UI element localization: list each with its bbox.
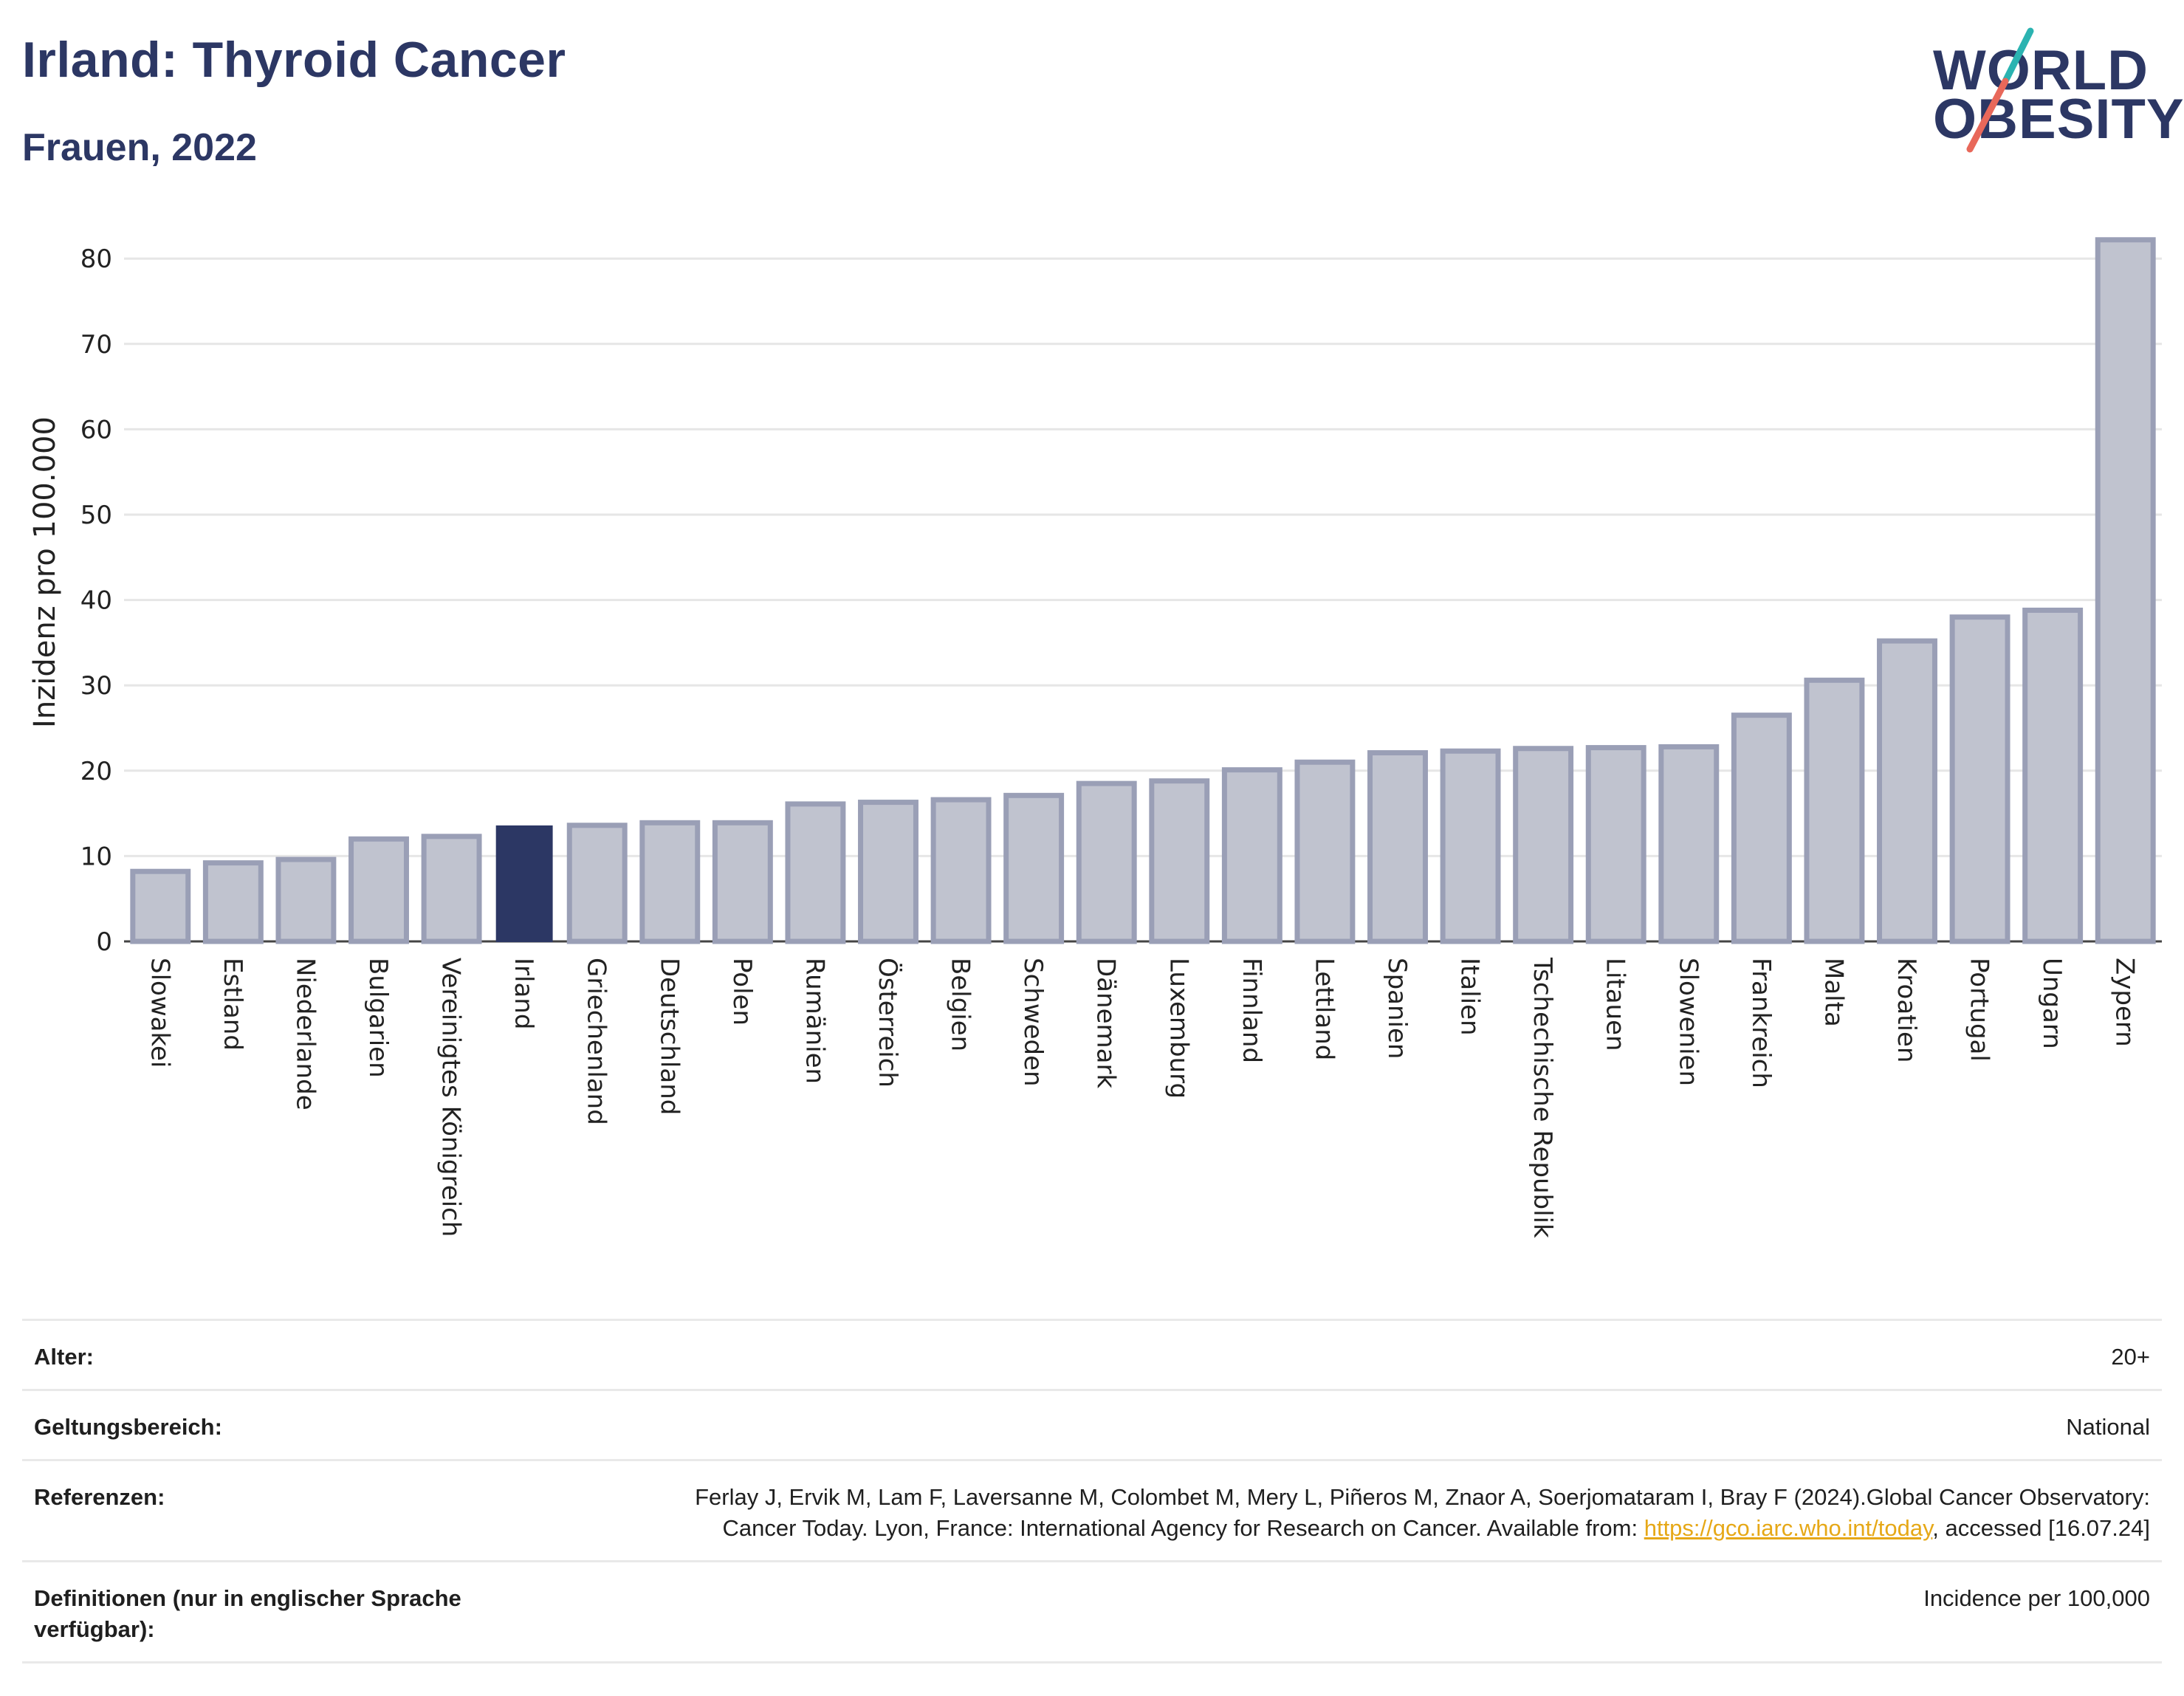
bar-malta <box>1804 677 1865 944</box>
category-label: Vereinigtes Königreich <box>436 958 466 1237</box>
category-label: Tschechische Republik <box>1528 957 1557 1238</box>
category-label: Litauen <box>1601 958 1630 1051</box>
y-tick-label: 30 <box>80 671 112 701</box>
category-label: Rumänien <box>800 958 829 1084</box>
category-labels: Slowakei Estland Niederlande Bulgarien Verei… <box>145 957 2139 1238</box>
bar-schweden <box>1003 792 1065 944</box>
bar-estland <box>202 860 264 944</box>
meta-row-definitions: Definitionen (nur in englischer Sprache … <box>22 1560 2162 1664</box>
bar-polen <box>712 820 773 944</box>
category-label: Irland <box>509 958 538 1029</box>
category-label: Slowakei <box>145 958 174 1068</box>
definitions-label: Definitionen (nur in englischer Sprache … <box>34 1585 461 1642</box>
bar-belgien <box>930 797 992 944</box>
chart-title: Irland: Thyroid Cancer <box>22 32 566 88</box>
references-value: Ferlay J, Ervik M, Lam F, Laversanne M, … <box>629 1482 2150 1544</box>
category-label: Italien <box>1455 958 1485 1036</box>
category-label: Malta <box>1819 958 1848 1027</box>
category-label: Belgien <box>946 958 975 1051</box>
y-tick-label: 40 <box>80 586 112 616</box>
category-label: Slowenien <box>1673 958 1703 1086</box>
meta-row-age: Alter: 20+ <box>22 1319 2162 1389</box>
category-label: Österreich <box>873 958 903 1088</box>
bar-spanien <box>1367 750 1428 944</box>
scope-label: Geltungsbereich: <box>34 1414 222 1440</box>
bar-griechenland <box>566 823 628 944</box>
category-label: Polen <box>727 958 757 1026</box>
bar-vereinigtes-königreich <box>421 834 482 944</box>
world-obesity-logo[interactable]: WORLD OBESITY <box>1920 22 2184 155</box>
definitions-value: Incidence per 100,000 <box>1923 1585 2150 1611</box>
bar-chart: Slowakei Estland Niederlande Bulgarien Verei… <box>28 237 2162 1238</box>
gridlines <box>124 257 2162 943</box>
category-label: Luxemburg <box>1164 958 1193 1099</box>
bar-tschechische-republik <box>1513 746 1574 944</box>
y-axis-title: Inzidenz pro 100.000 <box>28 416 62 728</box>
category-label: Kroatien <box>1892 958 1921 1062</box>
bar-dänemark <box>1076 780 1137 944</box>
chart-subtitle: Frauen, 2022 <box>22 126 257 169</box>
y-tick-label: 80 <box>80 244 112 274</box>
bar-österreich <box>858 800 918 944</box>
y-tick-label: 70 <box>80 330 112 360</box>
bar-lettland <box>1294 759 1356 944</box>
y-tick-labels: 0 10 20 30 40 50 60 70 80 <box>80 244 112 957</box>
bar-italien <box>1440 748 1501 944</box>
bar-portugal <box>1949 614 2010 944</box>
category-label: Lettland <box>1309 958 1339 1060</box>
bar-bulgarien <box>348 836 409 944</box>
references-accessed: , accessed [16.07.24] <box>1932 1515 2150 1541</box>
category-label: Ungarn <box>2037 958 2067 1049</box>
category-label: Frankreich <box>1746 958 1776 1088</box>
age-label: Alter: <box>34 1344 94 1370</box>
bar-slowakei <box>130 868 191 944</box>
y-tick-label: 0 <box>96 927 112 957</box>
y-tick-label: 60 <box>80 415 112 444</box>
bar-slowenien <box>1658 744 1720 944</box>
bar-kroatien <box>1877 638 1937 944</box>
y-tick-label: 50 <box>80 501 112 530</box>
category-label: Zypern <box>2110 958 2140 1047</box>
bar-zypern <box>2095 237 2156 944</box>
logo-line-1: WORLD <box>1933 39 2149 102</box>
meta-row-references: Referenzen: Ferlay J, Ervik M, Lam F, La… <box>22 1459 2162 1560</box>
category-label: Niederlande <box>290 958 320 1110</box>
bar-finnland <box>1221 767 1282 944</box>
y-tick-label: 20 <box>80 757 112 786</box>
bar-litauen <box>1585 745 1646 944</box>
references-label: Referenzen: <box>34 1484 165 1510</box>
bar-ungarn <box>2022 607 2084 944</box>
category-label: Portugal <box>1965 958 1994 1062</box>
bar-frankreich <box>1731 713 1792 944</box>
age-value: 20+ <box>2111 1344 2150 1370</box>
scope-value: National <box>2066 1414 2150 1440</box>
category-label: Spanien <box>1382 958 1412 1059</box>
bar-niederlande <box>275 856 337 944</box>
category-label: Estland <box>218 958 247 1051</box>
references-link[interactable]: https://gco.iarc.who.int/today <box>1644 1515 1933 1541</box>
bar-deutschland <box>639 820 701 944</box>
y-tick-label: 10 <box>80 842 112 871</box>
category-label: Bulgarien <box>363 958 393 1078</box>
bar-rumänien <box>785 801 846 944</box>
bar-luxemburg <box>1149 778 1210 944</box>
references-text: Ferlay J, Ervik M, Lam F, Laversanne M, … <box>695 1484 2150 1541</box>
logo-slash-icon <box>1966 27 2034 153</box>
category-label: Dänemark <box>1091 958 1121 1088</box>
category-label: Schweden <box>1018 958 1048 1087</box>
category-label: Deutschland <box>654 958 684 1115</box>
metadata-table: Alter: 20+ Geltungsbereich: National Ref… <box>22 1319 2162 1664</box>
category-label: Griechenland <box>582 958 611 1125</box>
meta-row-scope: Geltungsbereich: National <box>22 1389 2162 1459</box>
category-label: Finnland <box>1237 958 1266 1063</box>
bar-irland <box>495 825 553 942</box>
bars <box>130 237 2156 944</box>
